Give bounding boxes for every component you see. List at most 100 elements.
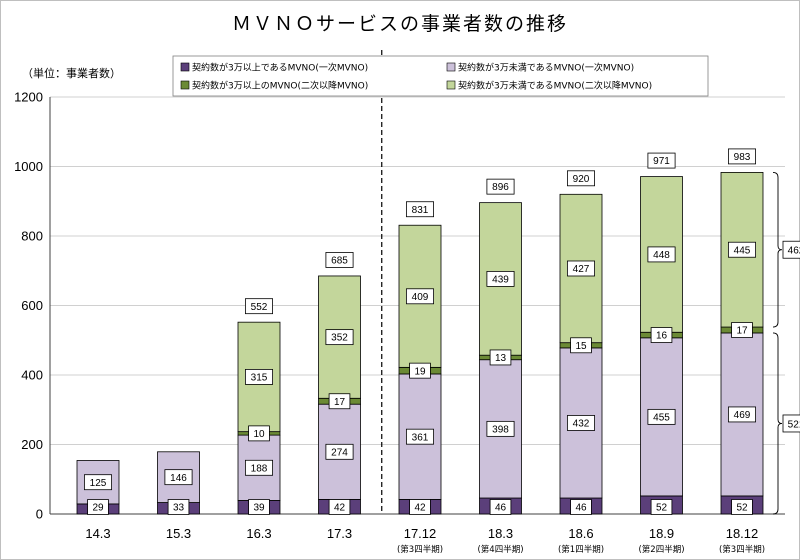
data-label: 398	[492, 424, 509, 435]
total-label: 685	[331, 256, 348, 267]
data-label-box	[84, 474, 113, 491]
total-label-box	[405, 201, 434, 218]
data-label-box	[328, 499, 351, 515]
data-label-box	[731, 322, 753, 338]
y-tick-label: 0	[36, 507, 43, 522]
total-label-box	[647, 152, 676, 169]
data-label-box	[650, 499, 673, 515]
total-label: 971	[653, 156, 670, 167]
data-label: 352	[331, 333, 348, 344]
data-label-box	[409, 362, 431, 379]
data-label-box	[405, 428, 434, 445]
legend-label: 契約数が3万未満であるMVNO(二次以降MVNO)	[458, 80, 652, 92]
data-label: 13	[495, 353, 507, 364]
y-tick-label: 400	[21, 368, 43, 383]
total-label-box	[325, 252, 354, 268]
x-tick-label: 15.3	[166, 526, 191, 541]
data-label-box	[248, 425, 270, 442]
total-label-box	[728, 148, 757, 165]
y-tick-label: 1000	[14, 159, 43, 174]
data-label: 52	[656, 503, 668, 514]
data-label-box	[248, 499, 270, 515]
data-label: 455	[653, 412, 670, 423]
data-label: 17	[736, 326, 748, 337]
data-label-box	[567, 415, 596, 431]
legend-swatch	[180, 62, 190, 72]
data-label-box	[489, 349, 512, 366]
legend-label: 契約数が3万以上であるMVNO(一次MVNO)	[192, 62, 368, 74]
total-label-box	[244, 298, 273, 315]
data-label: 16	[656, 331, 668, 342]
data-label: 10	[253, 429, 265, 440]
data-label-box	[486, 420, 515, 437]
legend-swatch	[446, 62, 456, 72]
legend-label: 契約数が3万未満であるMVNO(一次MVNO)	[458, 62, 634, 74]
data-label-box	[167, 499, 190, 515]
data-label: 409	[412, 292, 429, 303]
data-label: 361	[412, 432, 429, 443]
data-label: 46	[495, 503, 507, 514]
data-label: 469	[734, 410, 751, 421]
x-tick-sublabel: (第1四半期)	[558, 544, 604, 555]
data-label: 315	[251, 373, 268, 384]
data-label: 15	[575, 341, 587, 352]
x-tick-label: 17.12	[404, 526, 437, 541]
data-label: 46	[575, 503, 587, 514]
data-label: 52	[736, 503, 748, 514]
data-label: 42	[334, 503, 346, 514]
y-tick-label: 1200	[14, 90, 43, 105]
x-tick-sublabel: (第3四半期)	[397, 544, 443, 555]
x-tick-sublabel: (第2四半期)	[638, 544, 684, 555]
data-label-box	[244, 459, 273, 476]
annotation-box	[782, 240, 800, 259]
data-label-box	[409, 499, 431, 515]
legend-swatch	[446, 80, 456, 90]
legend-box	[172, 55, 709, 97]
total-label-box	[567, 170, 596, 187]
data-label-box	[570, 337, 592, 354]
data-label: 19	[414, 366, 426, 377]
x-tick-label: 18.12	[726, 526, 759, 541]
data-label-box	[87, 499, 109, 515]
annotation-box	[782, 414, 800, 433]
y-tick-label: 600	[21, 298, 43, 313]
annotation-brace	[772, 171, 783, 328]
x-tick-label: 17.3	[327, 526, 352, 541]
data-label-box	[244, 369, 273, 385]
data-label: 445	[734, 245, 751, 256]
data-label: 427	[573, 264, 590, 275]
data-label: 274	[331, 447, 348, 458]
total-label: 896	[492, 182, 509, 193]
data-label: 125	[90, 478, 107, 489]
data-label-box	[650, 327, 673, 343]
data-label-box	[325, 443, 354, 460]
total-label: 920	[573, 174, 590, 185]
annotation-label: 521	[788, 419, 800, 430]
data-label: 439	[492, 275, 509, 286]
legend-swatch	[180, 80, 190, 90]
x-tick-sublabel: (第4四半期)	[477, 544, 523, 555]
total-label: 831	[412, 205, 429, 216]
data-label-box	[731, 499, 753, 515]
data-label-box	[405, 288, 434, 305]
data-label-box	[489, 499, 512, 515]
x-tick-label: 18.9	[649, 526, 674, 541]
legend-label: 契約数が3万以上のMVNO(二次以降MVNO)	[192, 80, 368, 92]
data-label: 29	[92, 503, 104, 514]
data-label: 432	[573, 419, 590, 430]
data-label-box	[728, 241, 757, 258]
data-label-box	[647, 408, 676, 425]
annotation-label: 462	[788, 246, 800, 257]
data-label-box	[486, 271, 515, 287]
chart-title: ＭＶＮＯサービスの事業者数の推移	[232, 13, 568, 35]
y-tick-label: 800	[21, 229, 43, 244]
unit-label: （単位：事業者数）	[22, 66, 121, 80]
data-label-box	[325, 329, 354, 346]
x-tick-label: 14.3	[85, 526, 110, 541]
data-label: 17	[334, 397, 346, 408]
x-tick-label: 16.3	[246, 526, 271, 541]
y-tick-label: 200	[21, 437, 43, 452]
x-tick-label: 18.6	[568, 526, 593, 541]
data-label-box	[567, 260, 596, 277]
